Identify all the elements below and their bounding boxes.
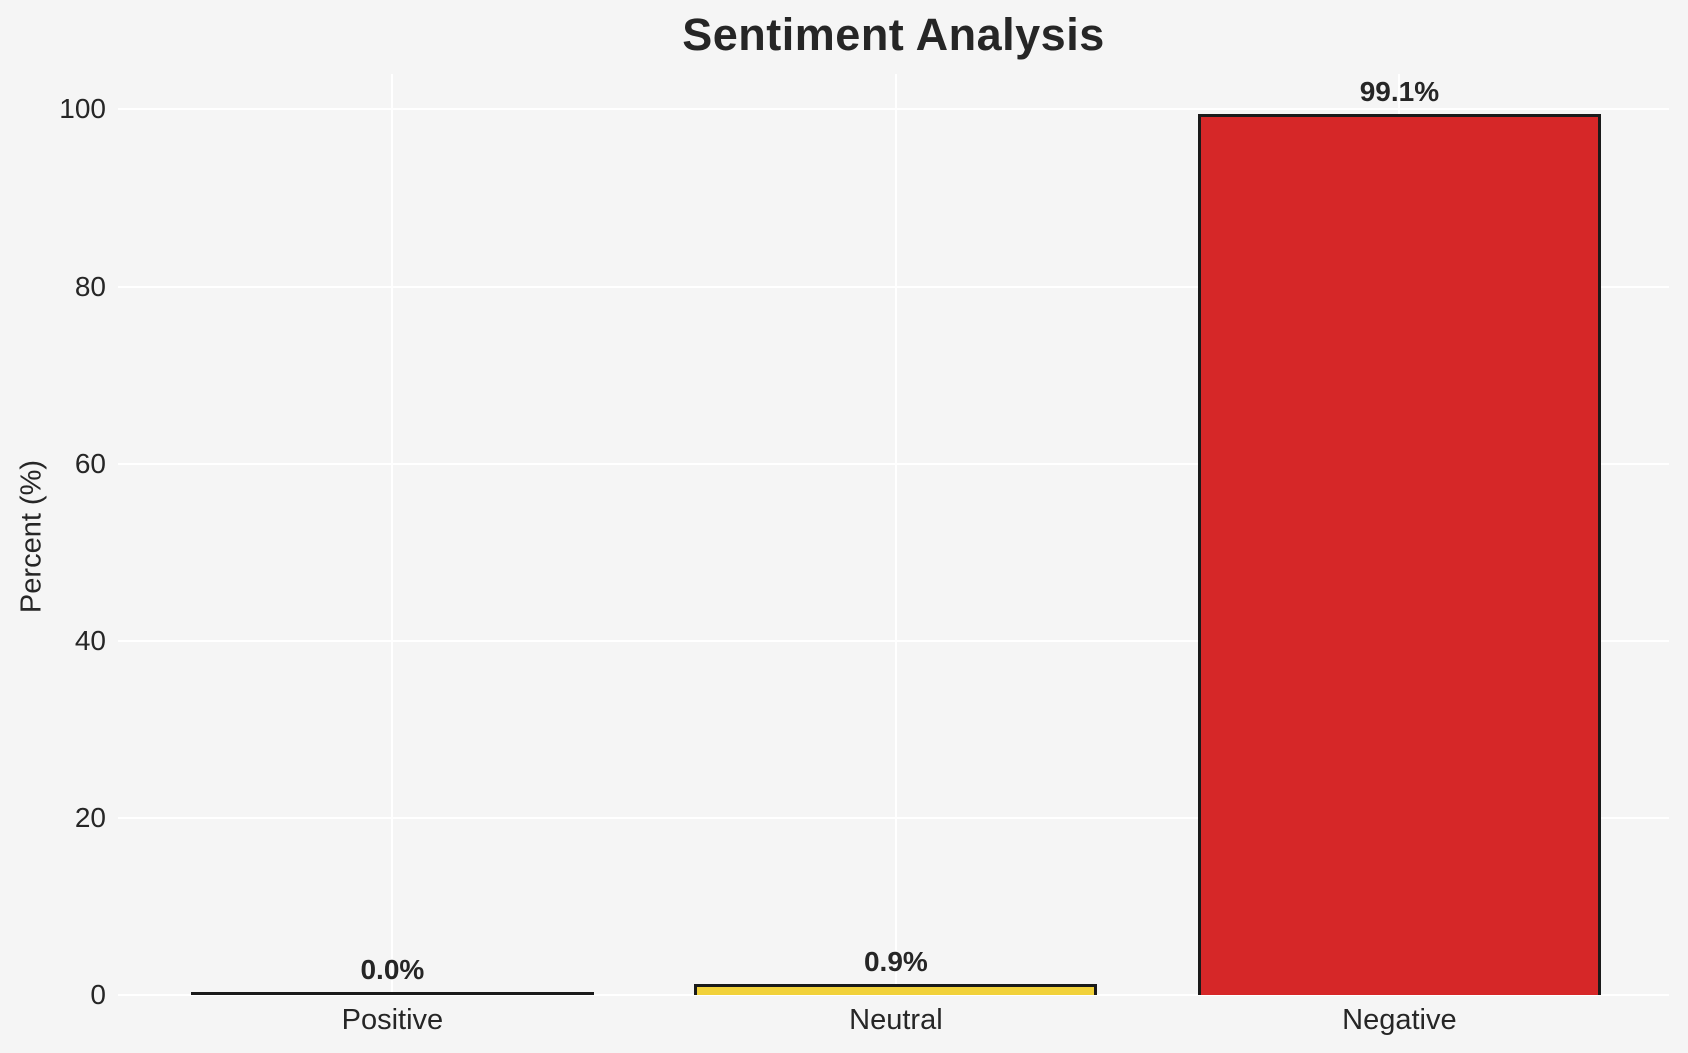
- x-gridline-neutral: [894, 74, 897, 995]
- y-tick-label-40: 40: [74, 624, 106, 656]
- y-tick-label-20: 20: [74, 801, 106, 833]
- y-gridline-20: [118, 816, 1669, 819]
- chart-title: Sentiment Analysis: [682, 9, 1105, 60]
- bar-neutral: [694, 984, 1098, 995]
- y-tick-label-60: 60: [74, 447, 106, 479]
- x-tick-label-neutral: Neutral: [849, 1004, 943, 1036]
- y-gridline-60: [118, 462, 1669, 465]
- bar-value-label-negative: 99.1%: [1359, 76, 1440, 108]
- y-gridline-100: [118, 108, 1669, 111]
- x-tick-label-positive: Positive: [341, 1004, 444, 1036]
- bar-negative: [1197, 114, 1601, 995]
- bar-value-label-neutral: 0.9%: [863, 946, 928, 978]
- y-tick-label-0: 0: [90, 979, 106, 1010]
- y-gridline-80: [118, 285, 1669, 288]
- x-tick-label-negative: Negative: [1342, 1004, 1457, 1036]
- x-gridline-positive: [391, 74, 394, 995]
- bar-value-label-positive: 0.0%: [360, 954, 425, 985]
- y-gridline-40: [118, 639, 1669, 642]
- y-tick-label-100: 100: [59, 93, 106, 125]
- y-gridline-0: [118, 994, 1669, 996]
- y-tick-label-80: 80: [74, 270, 106, 302]
- bar-positive: [190, 992, 594, 995]
